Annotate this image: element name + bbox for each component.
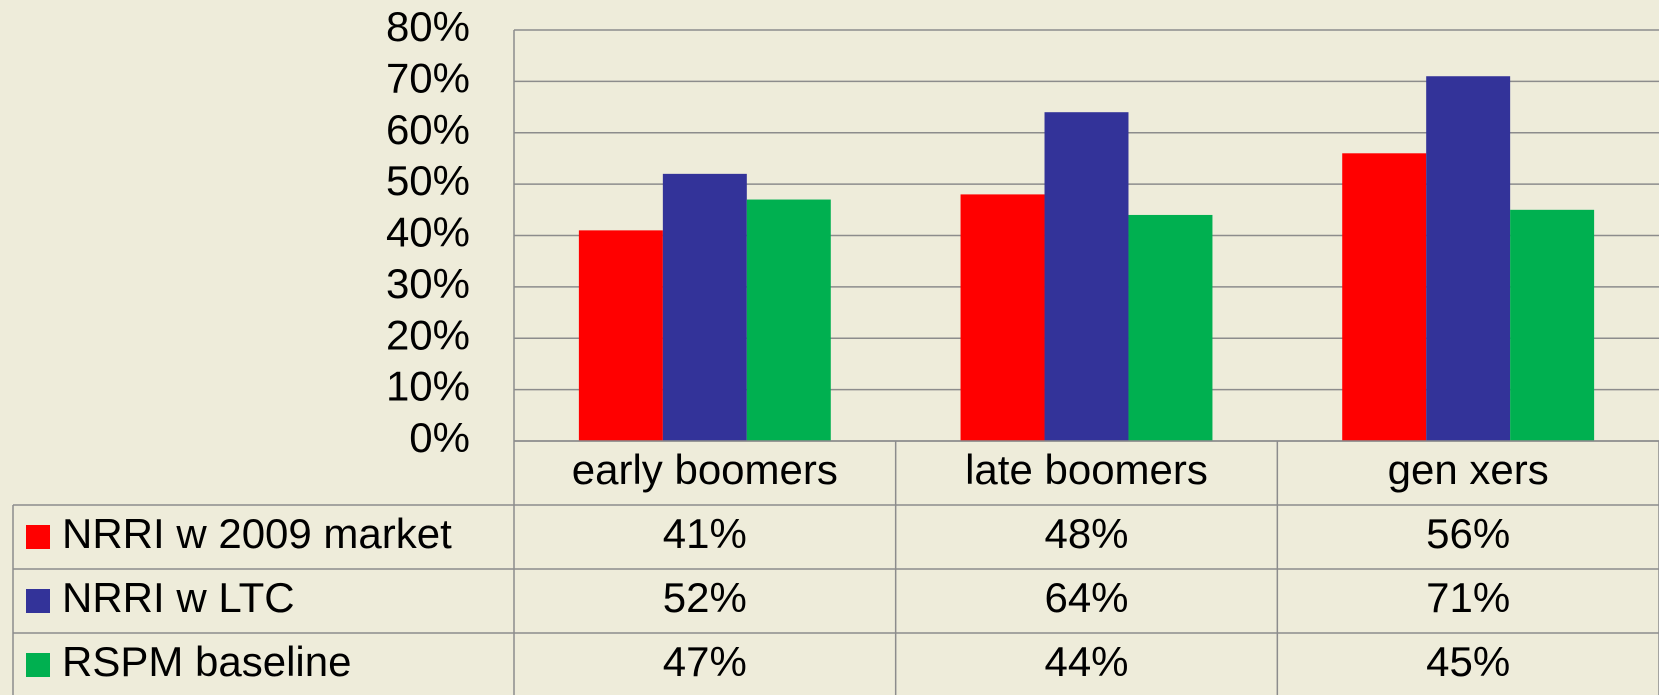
legend-label: NRRI w 2009 market: [62, 510, 452, 557]
bar: [662, 173, 747, 441]
data-label: 44%: [1044, 638, 1128, 685]
data-label: 71%: [1426, 574, 1510, 621]
y-tick-label: 50%: [386, 157, 470, 204]
legend-label: RSPM baseline: [62, 638, 351, 685]
y-tick-label: 80%: [386, 3, 470, 50]
x-tick-label: late boomers: [965, 446, 1208, 493]
y-tick-label: 30%: [386, 260, 470, 307]
y-tick-label: 0%: [409, 414, 470, 461]
legend-key: [26, 589, 50, 613]
bar: [578, 230, 663, 441]
y-tick-label: 40%: [386, 209, 470, 256]
data-label: 56%: [1426, 510, 1510, 557]
legend-key: [26, 653, 50, 677]
data-label: 52%: [663, 574, 747, 621]
bar: [1510, 209, 1595, 441]
data-label: 47%: [663, 638, 747, 685]
x-tick-label: gen xers: [1388, 446, 1549, 493]
y-tick-label: 60%: [386, 106, 470, 153]
y-tick-label: 70%: [386, 54, 470, 101]
bar: [746, 199, 831, 441]
x-tick-label: early boomers: [572, 446, 838, 493]
data-label: 64%: [1044, 574, 1128, 621]
bar: [1342, 153, 1427, 442]
bar: [960, 194, 1045, 441]
data-label: 45%: [1426, 638, 1510, 685]
legend-key: [26, 525, 50, 549]
y-tick-label: 20%: [386, 311, 470, 358]
y-tick-label: 10%: [386, 363, 470, 410]
bar: [1128, 214, 1213, 441]
legend-label: NRRI w LTC: [62, 574, 295, 621]
data-label: 41%: [663, 510, 747, 557]
bar: [1426, 76, 1511, 442]
bar: [1044, 112, 1129, 441]
data-label: 48%: [1044, 510, 1128, 557]
